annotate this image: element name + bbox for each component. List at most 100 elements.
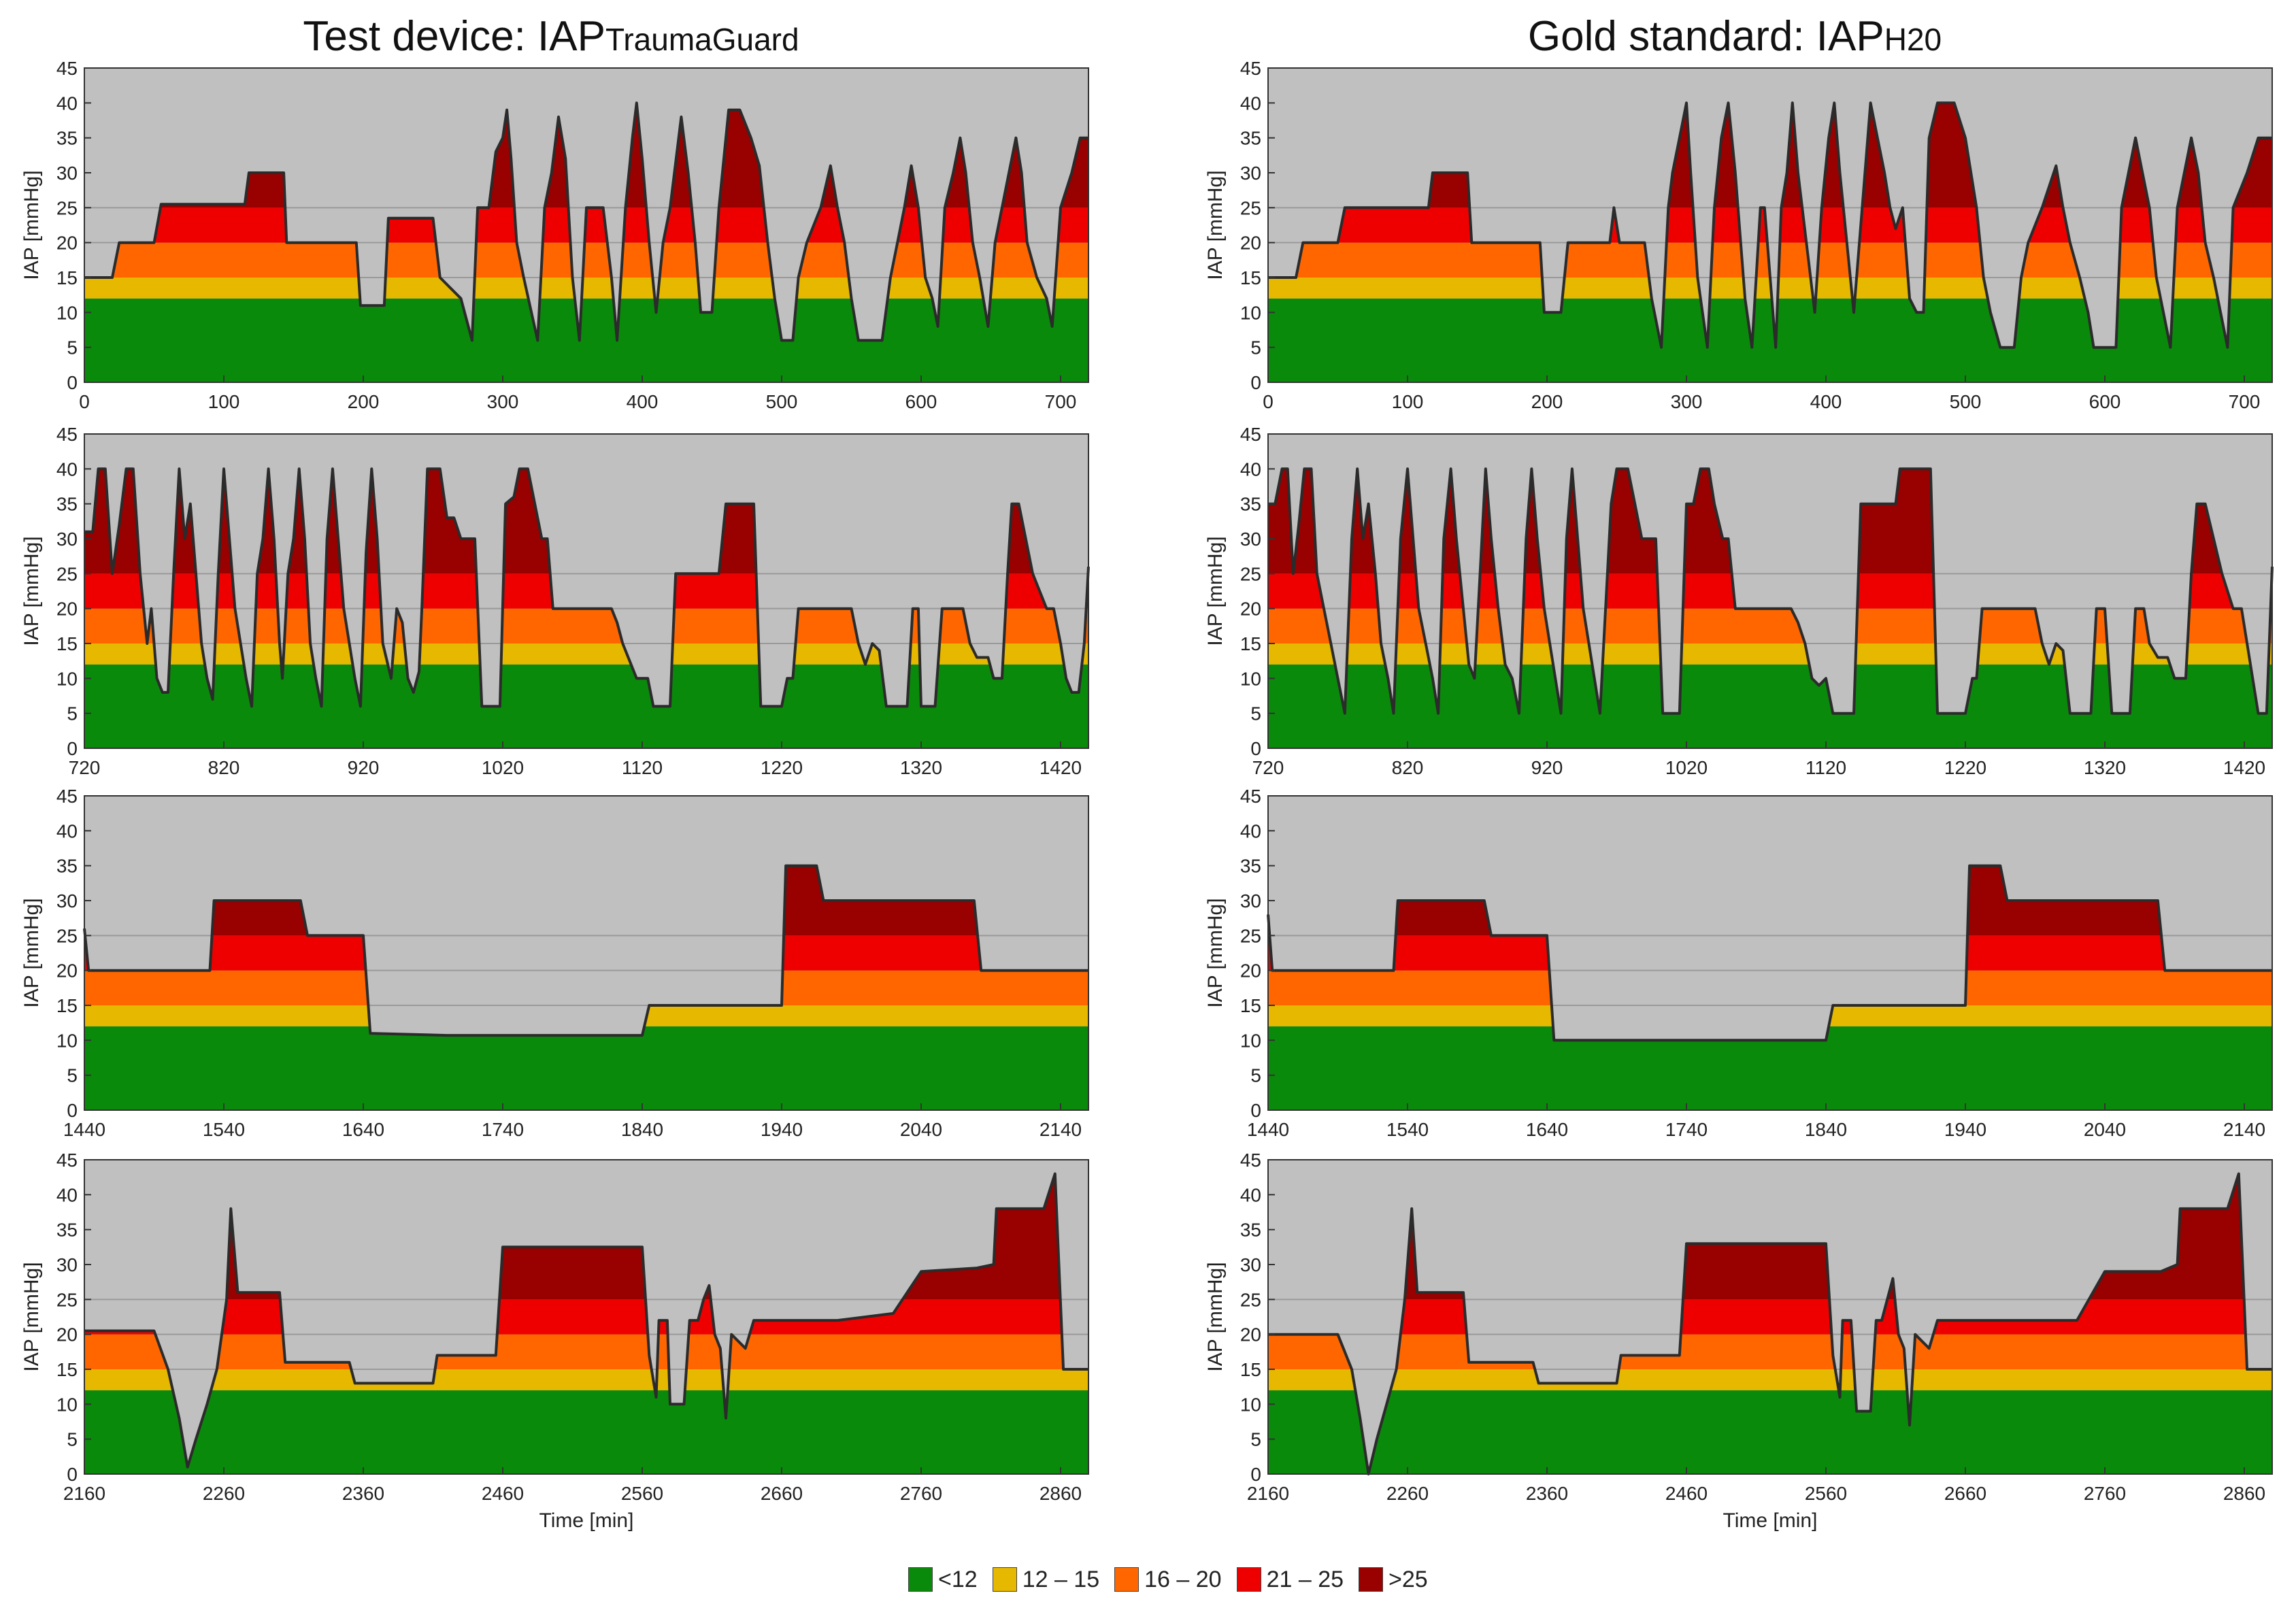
legend-item-lt12: <12	[908, 1567, 978, 1593]
x-tick-label: 1440	[1247, 1119, 1289, 1140]
y-tick-label: 10	[56, 302, 78, 323]
left-title-main: Test device: IAP	[303, 13, 605, 60]
left-column-title: Test device: IAPTraumaGuard	[303, 12, 799, 61]
x-tick-label: 1120	[622, 757, 663, 778]
y-tick-label: 40	[1240, 93, 1261, 114]
y-tick-label: 35	[56, 128, 78, 149]
right-title-sub: H20	[1884, 22, 1942, 57]
x-tick-label: 1420	[1039, 757, 1082, 778]
y-tick-label: 40	[1240, 1184, 1261, 1205]
panel-0-3: 0 5 10 15 20 25 30 35 40 45 2160 2260 2360 2460 2560 26…	[20, 1150, 1089, 1532]
legend: <12 12 – 15 16 – 20 21 – 25 >25	[908, 1565, 1443, 1594]
x-tick-label: 1640	[1526, 1119, 1568, 1140]
y-tick-label: 30	[56, 1254, 78, 1275]
legend-item-12-15: 12 – 15	[992, 1566, 1100, 1593]
y-tick-label: 45	[56, 1150, 78, 1171]
right-title-main: Gold standard: IAP	[1527, 13, 1884, 60]
x-tick-label: 400	[627, 391, 659, 412]
x-tick-label: 1940	[761, 1119, 803, 1140]
x-tick-label: 820	[1392, 757, 1424, 778]
x-tick-label: 2560	[621, 1483, 663, 1504]
x-tick-label: 500	[1950, 391, 1982, 412]
y-tick-label: 0	[1250, 1464, 1261, 1485]
y-tick-label: 15	[1240, 267, 1261, 288]
y-tick-label: 25	[1240, 925, 1261, 946]
plot-frame	[84, 433, 1089, 749]
panel-0-0: 0 5 10 15 20 25 30 35 40 45 0 100 200 300 400 500 600 700…	[20, 58, 1089, 412]
y-tick-label: 45	[56, 786, 78, 807]
y-tick-label: 5	[67, 1429, 78, 1450]
y-tick-label: 15	[56, 267, 78, 288]
y-tick-label: 35	[1240, 856, 1261, 877]
y-tick-label: 40	[56, 820, 78, 841]
y-tick-label: 35	[56, 1220, 78, 1241]
x-tick-label: 2460	[1665, 1483, 1708, 1504]
y-tick-label: 40	[1240, 458, 1261, 480]
plot-frame	[1267, 67, 2273, 383]
y-axis-label: IAP [mmHg]	[1204, 898, 1227, 1007]
x-tick-label: 2140	[1039, 1119, 1082, 1140]
x-tick-label: 1740	[482, 1119, 524, 1140]
y-tick-label: 5	[1250, 1065, 1261, 1086]
y-tick-label: 20	[56, 1324, 78, 1345]
y-tick-label: 20	[56, 960, 78, 982]
x-tick-label: 1840	[621, 1119, 663, 1140]
x-tick-label: 1540	[203, 1119, 245, 1140]
y-tick-label: 10	[56, 668, 78, 689]
y-tick-label: 45	[1240, 1150, 1261, 1171]
y-tick-label: 35	[56, 856, 78, 877]
y-tick-label: 5	[1250, 337, 1261, 358]
y-tick-label: 25	[56, 563, 78, 584]
y-tick-label: 5	[67, 1065, 78, 1086]
legend-item-21-25: 21 – 25	[1236, 1567, 1344, 1593]
y-tick-label: 0	[1250, 1100, 1261, 1121]
legend-swatch-12-15	[992, 1567, 1017, 1592]
series-line	[1268, 101, 2272, 349]
panel-1-1: 0 5 10 15 20 25 30 35 40 45 720 820 920 1020 1120 1220 1…	[1204, 424, 2274, 778]
y-tick-label: 20	[1240, 960, 1261, 982]
x-tick-label: 2160	[63, 1483, 105, 1504]
x-tick-label: 1840	[1805, 1119, 1847, 1140]
y-tick-label: 0	[67, 1464, 78, 1485]
band-area	[84, 1390, 1088, 1474]
legend-label-12-15: 12 – 15	[1022, 1566, 1100, 1592]
y-tick-label: 45	[1240, 786, 1261, 807]
band-area	[1268, 1369, 2272, 1390]
y-tick-label: 0	[1250, 738, 1261, 759]
band-area	[1268, 1334, 2272, 1369]
x-tick-label: 920	[348, 757, 380, 778]
x-tick-label: 1220	[1944, 757, 1986, 778]
x-tick-label: 920	[1531, 757, 1563, 778]
legend-label-lt12: <12	[938, 1566, 978, 1592]
x-tick-label: 1640	[342, 1119, 384, 1140]
y-axis-label: IAP [mmHg]	[20, 1262, 43, 1371]
y-tick-label: 10	[56, 1030, 78, 1051]
y-tick-label: 5	[1250, 1429, 1261, 1450]
y-tick-label: 15	[1240, 1359, 1261, 1380]
x-tick-label: 500	[766, 391, 798, 412]
x-tick-label: 300	[1671, 391, 1703, 412]
x-tick-label: 2160	[1247, 1483, 1289, 1504]
y-tick-label: 15	[56, 995, 78, 1016]
x-tick-label: 1120	[1806, 757, 1846, 778]
x-axis-label: Time [min]	[1723, 1509, 1818, 1532]
right-column-title: Gold standard: IAPH20	[1528, 12, 1942, 61]
band-area	[84, 298, 1088, 382]
series-line	[1268, 1172, 2272, 1475]
series-line	[84, 467, 1090, 708]
x-tick-label: 2760	[900, 1483, 942, 1504]
y-tick-label: 20	[56, 233, 78, 254]
y-tick-label: 25	[1240, 197, 1261, 218]
y-tick-label: 40	[56, 458, 78, 480]
x-tick-label: 2660	[1944, 1483, 1986, 1504]
x-tick-label: 700	[1045, 391, 1077, 412]
band-area	[84, 1369, 1088, 1390]
y-axis-label: IAP [mmHg]	[20, 898, 43, 1007]
x-tick-label: 820	[208, 757, 240, 778]
x-tick-label: 2260	[203, 1483, 245, 1504]
band-area	[84, 278, 1088, 299]
x-tick-label: 600	[2089, 391, 2121, 412]
series-line	[1268, 467, 2274, 715]
x-tick-label: 0	[79, 391, 90, 412]
legend-swatch-21-25	[1236, 1567, 1261, 1592]
